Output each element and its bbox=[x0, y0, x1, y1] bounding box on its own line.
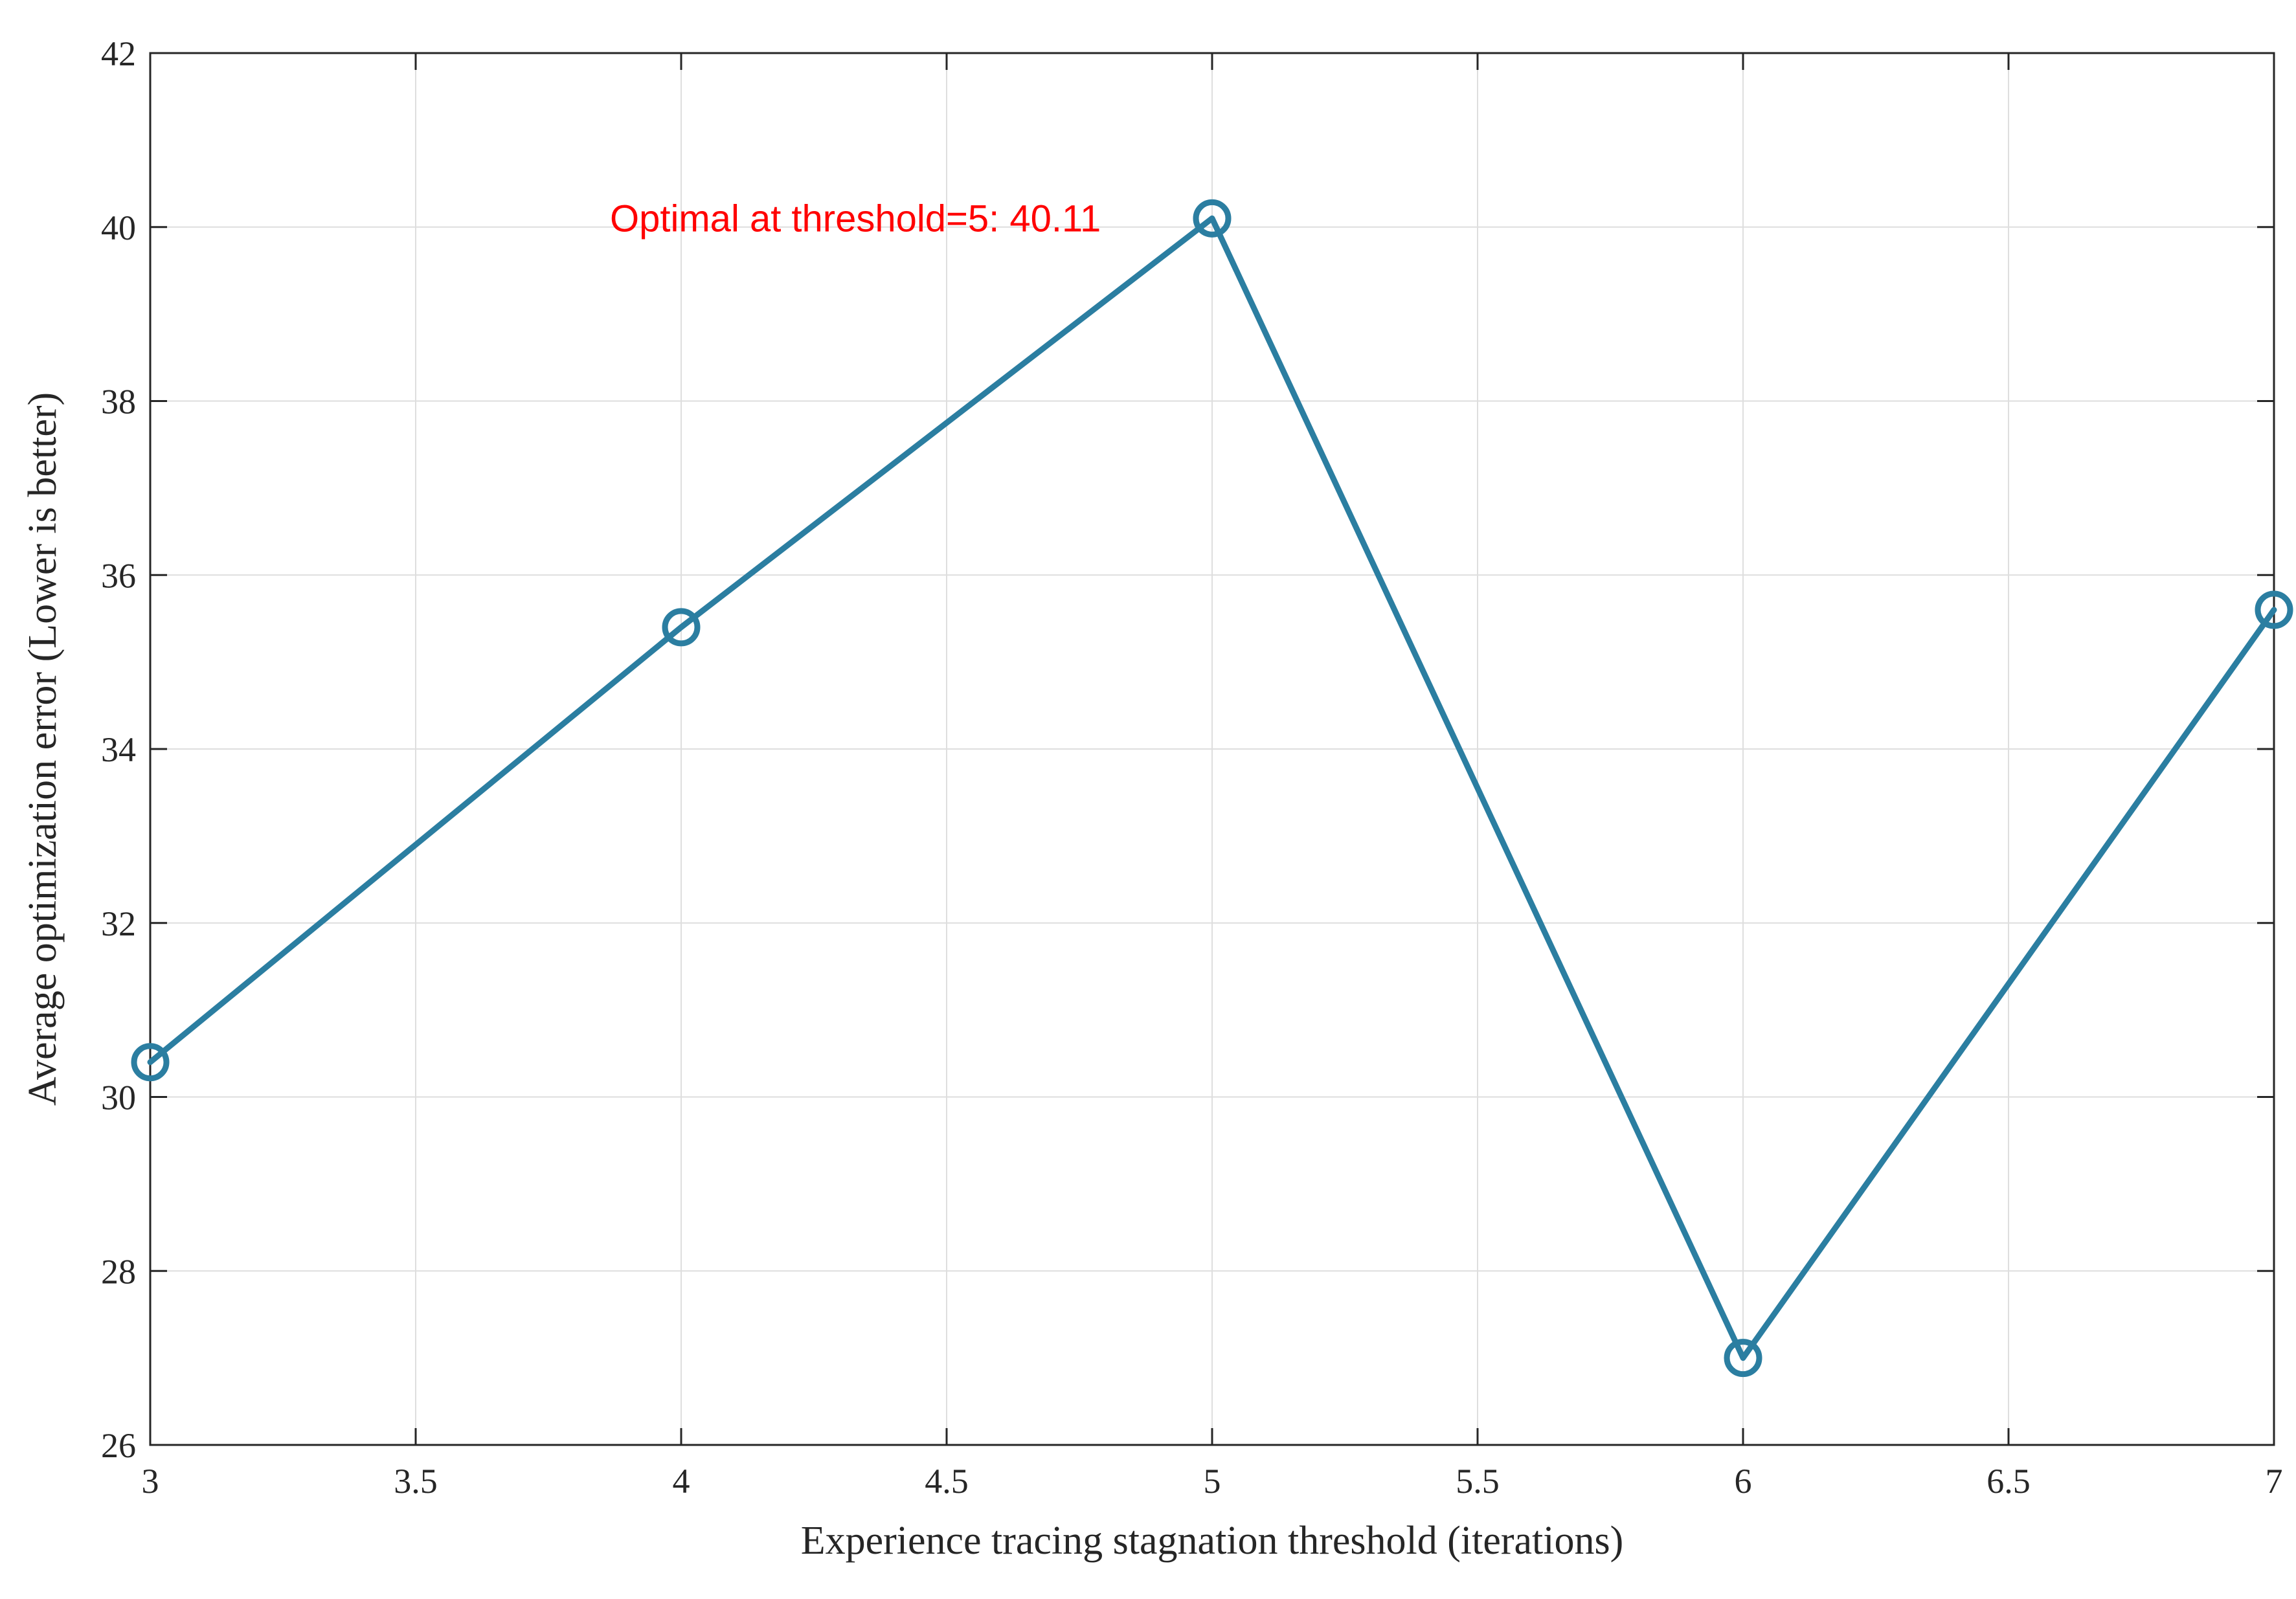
y-tick-label: 38 bbox=[101, 383, 136, 421]
y-tick-label: 26 bbox=[101, 1426, 136, 1465]
y-tick-label: 34 bbox=[101, 730, 136, 769]
x-axis-title: Experience tracing stagnation threshold … bbox=[801, 1519, 1624, 1563]
y-tick-label: 32 bbox=[101, 904, 136, 943]
x-tick-label: 3 bbox=[142, 1462, 159, 1501]
data-point-marker bbox=[131, 1043, 170, 1082]
y-tick-label: 36 bbox=[101, 556, 136, 595]
tick-layer: 3 3.5 4 4.5 5 5.5 6 6.5 7 26 28 30 32 34 36 38 40 42 bbox=[101, 34, 2283, 1501]
y-tick-label: 42 bbox=[101, 34, 136, 73]
x-tick-label: 4.5 bbox=[925, 1462, 969, 1501]
x-tick-label: 5 bbox=[1204, 1462, 1221, 1501]
series-layer bbox=[131, 199, 2293, 1378]
series-line bbox=[147, 215, 2277, 1361]
data-point-marker bbox=[2255, 590, 2293, 629]
y-axis-title: Average optimization error (Lower is bet… bbox=[21, 392, 65, 1106]
data-point-marker bbox=[1724, 1339, 1762, 1378]
data-point-marker bbox=[662, 608, 701, 647]
x-tick-label: 3.5 bbox=[394, 1462, 438, 1501]
x-tick-label: 5.5 bbox=[1456, 1462, 1500, 1501]
data-point-marker bbox=[1193, 199, 1232, 238]
x-tick-label: 7 bbox=[2266, 1462, 2283, 1501]
x-tick-label: 6 bbox=[1735, 1462, 1752, 1501]
x-tick-label: 4 bbox=[673, 1462, 690, 1501]
annotation-label: Optimal at threshold=5: 40.11 bbox=[610, 197, 1101, 240]
y-tick-label: 28 bbox=[101, 1252, 136, 1291]
y-tick-label: 40 bbox=[101, 208, 136, 247]
x-tick-label: 6.5 bbox=[1986, 1462, 2031, 1501]
y-tick-label: 30 bbox=[101, 1079, 136, 1117]
